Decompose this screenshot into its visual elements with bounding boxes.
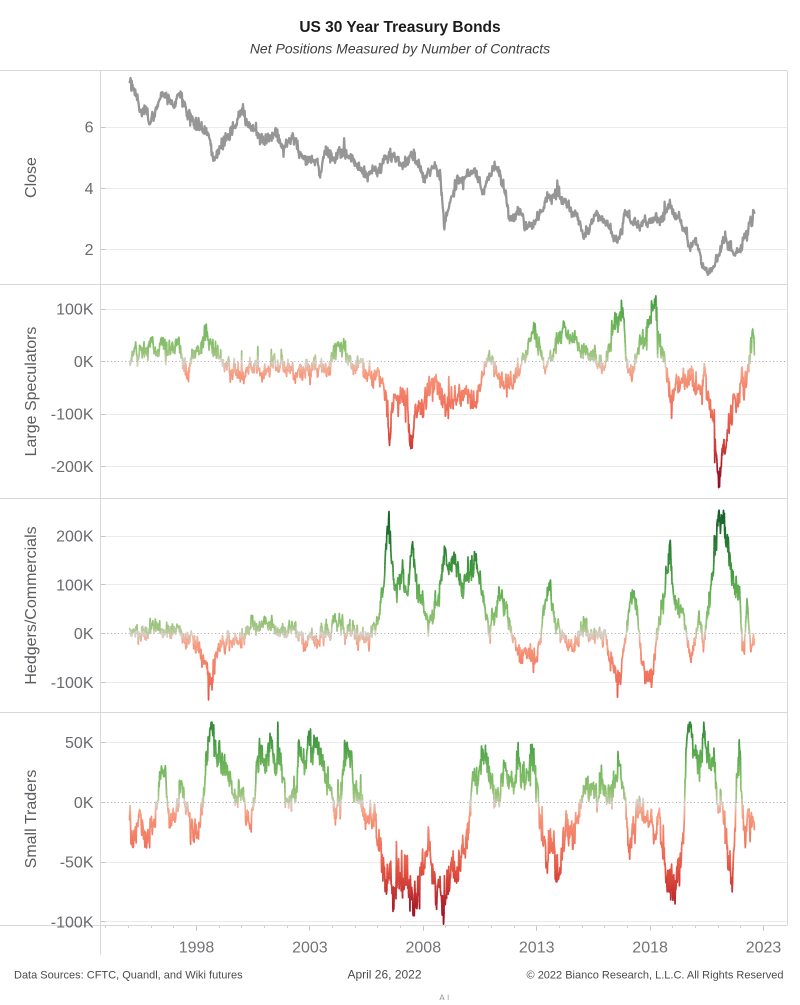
svg-text:100K: 100K: [56, 302, 94, 319]
svg-text:1998: 1998: [179, 940, 215, 957]
svg-text:Hedgers/Commercials: Hedgers/Commercials: [23, 526, 40, 684]
svg-text:2018: 2018: [632, 940, 668, 957]
svg-text:4: 4: [85, 181, 94, 198]
svg-text:US 30 Year Treasury Bonds: US 30 Year Treasury Bonds: [299, 19, 500, 36]
svg-text:0K: 0K: [74, 354, 94, 371]
svg-text:2: 2: [85, 242, 94, 259]
svg-text:100K: 100K: [56, 577, 94, 594]
svg-text:50K: 50K: [65, 735, 94, 752]
svg-text:2023: 2023: [746, 940, 782, 957]
svg-text:0K: 0K: [74, 795, 94, 812]
svg-text:200K: 200K: [56, 529, 94, 546]
svg-text:April 26, 2022: April 26, 2022: [347, 968, 421, 982]
svg-text:2008: 2008: [406, 940, 442, 957]
svg-text:-100K: -100K: [51, 407, 94, 424]
svg-text:-200K: -200K: [51, 459, 94, 476]
svg-text:2003: 2003: [292, 940, 328, 957]
svg-text:2013: 2013: [519, 940, 555, 957]
svg-text:Close: Close: [23, 157, 40, 198]
svg-text:6: 6: [85, 120, 94, 137]
svg-text:Data Sources: CFTC, Quandl, an: Data Sources: CFTC, Quandl, and Wiki fut…: [14, 970, 243, 982]
svg-text:A |: A |: [439, 993, 449, 1000]
svg-text:© 2022 Bianco Research, L.L.C.: © 2022 Bianco Research, L.L.C. All Right…: [527, 970, 784, 982]
svg-text:-50K: -50K: [60, 855, 94, 872]
svg-text:-100K: -100K: [51, 675, 94, 692]
svg-text:Net Positions Measured by Numb: Net Positions Measured by Number of Cont…: [250, 41, 550, 57]
svg-text:0K: 0K: [74, 626, 94, 643]
svg-text:Large Speculators: Large Speculators: [23, 327, 40, 457]
svg-text:-100K: -100K: [51, 915, 94, 932]
svg-text:Small Traders: Small Traders: [23, 770, 40, 869]
